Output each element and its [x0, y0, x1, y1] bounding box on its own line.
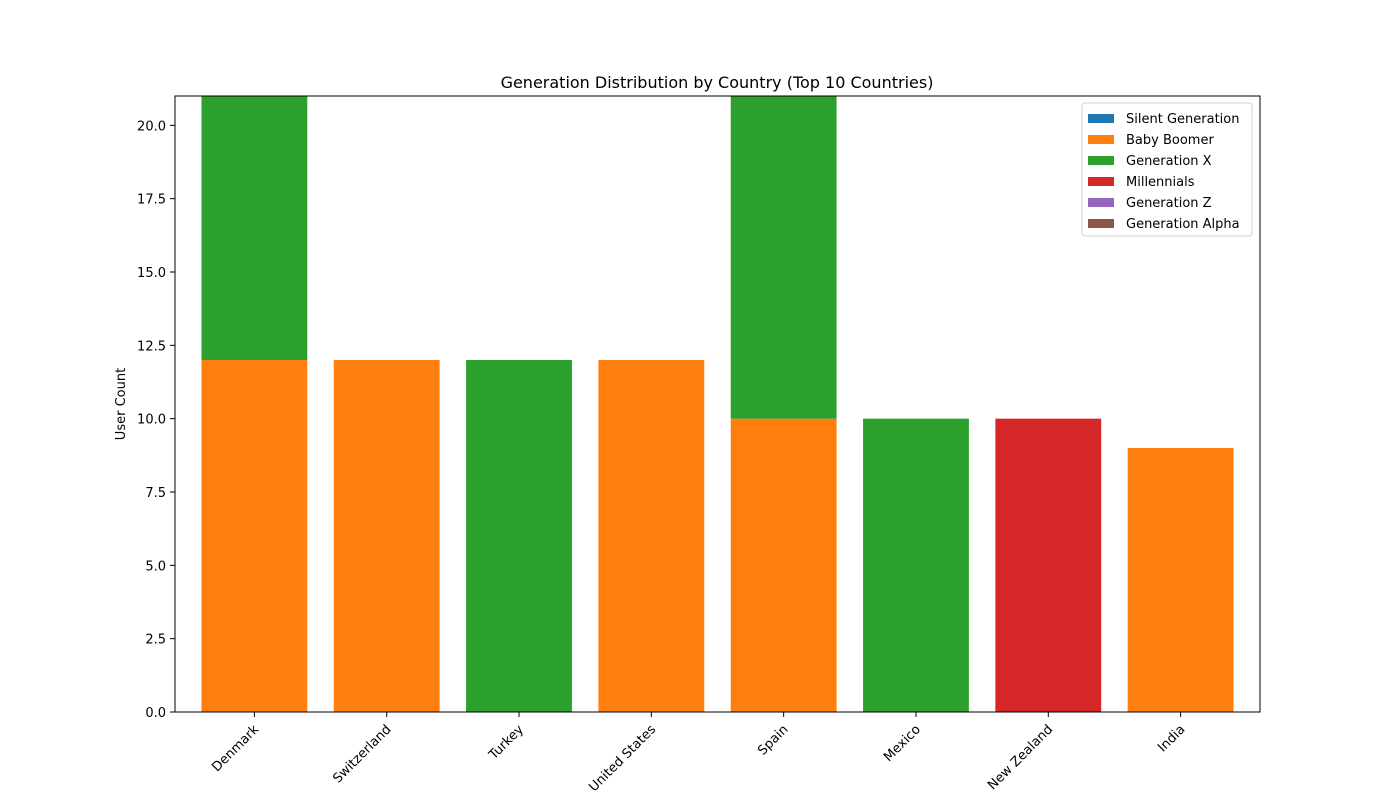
bar-denmark-baby-boomer [201, 360, 308, 712]
x-tick-label: India [1155, 722, 1188, 755]
x-tick-label: New Zealand [985, 722, 1056, 793]
x-tick-label: United States [586, 722, 659, 795]
bar-mexico-generation-x [863, 418, 969, 712]
y-tick-label: 15.0 [137, 266, 166, 281]
legend-swatch-baby-boomer [1088, 135, 1114, 144]
bar-turkey-generation-x [466, 360, 572, 712]
y-tick-label: 5.0 [145, 559, 166, 574]
bar-spain-baby-boomer [730, 418, 837, 712]
y-axis: 0.0 2.5 5.0 7.5 10.0 12.5 15.0 17.5 20.0 [137, 119, 175, 721]
y-tick-label: 7.5 [145, 486, 166, 501]
plot-frame [174, 95, 1261, 713]
x-axis: Denmark Switzerland Turkey United States Spa… [209, 712, 1188, 795]
legend-swatch-generation-alpha [1088, 219, 1114, 228]
x-tick-label: Spain [755, 722, 791, 758]
chart-title: Generation Distribution by Country (Top … [501, 73, 934, 92]
legend-label-generation-z: Generation Z [1126, 196, 1212, 211]
legend-swatch-millennials [1088, 177, 1114, 186]
y-tick-label: 20.0 [137, 119, 166, 134]
y-tick-label: 2.5 [145, 633, 166, 648]
y-tick-label: 0.0 [145, 706, 166, 721]
x-tick-label: Switzerland [330, 722, 394, 786]
legend-label-generation-x: Generation X [1126, 154, 1212, 169]
x-tick-label: Turkey [486, 722, 527, 763]
x-tick-label: Denmark [209, 722, 262, 775]
legend-label-millennials: Millennials [1126, 175, 1195, 190]
bar-new-zealand-millennials [995, 418, 1102, 712]
bar-india-baby-boomer [1127, 448, 1234, 712]
y-tick-label: 10.0 [137, 413, 166, 428]
bar-spain-generation-x [730, 96, 837, 419]
legend-label-baby-boomer: Baby Boomer [1126, 133, 1214, 148]
bar-united-states-baby-boomer [598, 360, 705, 712]
legend-swatch-generation-z [1088, 198, 1114, 207]
legend-label-silent-generation: Silent Generation [1126, 112, 1239, 127]
bars-layer [201, 96, 1234, 712]
y-tick-label: 12.5 [137, 339, 166, 354]
legend-label-generation-alpha: Generation Alpha [1126, 217, 1240, 232]
y-axis-label: User Count [114, 368, 129, 440]
legend-box [1081, 102, 1253, 237]
bar-switzerland-baby-boomer [333, 360, 440, 712]
bar-denmark-generation-x [201, 96, 308, 360]
legend-swatch-silent-generation [1088, 114, 1114, 123]
legend: Silent Generation Baby Boomer Generation X… [1081, 102, 1253, 237]
y-tick-label: 17.5 [137, 193, 166, 208]
x-tick-label: Mexico [881, 722, 924, 765]
legend-swatch-generation-x [1088, 156, 1114, 165]
